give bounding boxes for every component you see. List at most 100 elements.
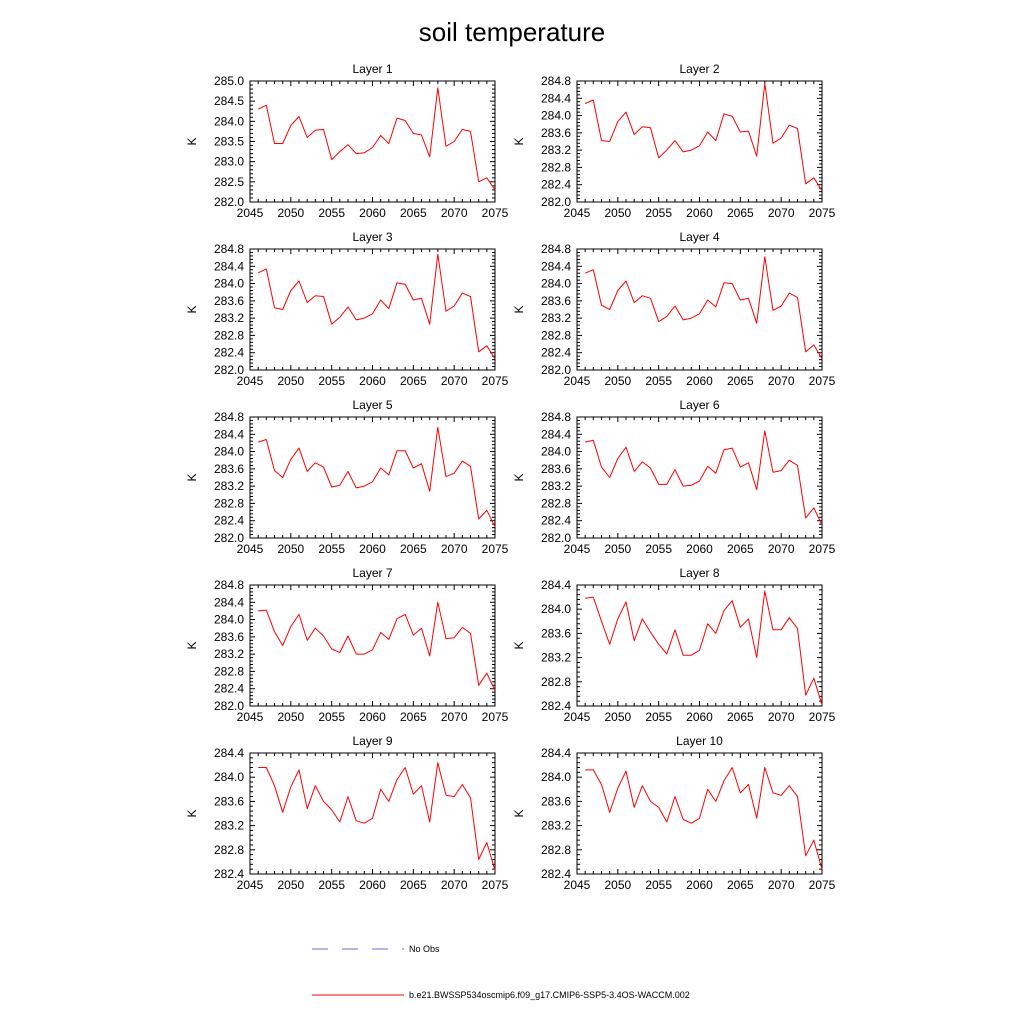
y-tick-label: 284.0 xyxy=(214,770,244,784)
x-tick-label: 2070 xyxy=(441,710,468,724)
panel-layer-7: 2045 2050 2055 2060 2065 2070 2075 282.0 282.4 28… xyxy=(185,566,509,724)
x-tick-label: 2055 xyxy=(318,878,345,892)
x-tick-label: 2070 xyxy=(768,710,795,724)
x-tick-label: 2055 xyxy=(645,206,672,220)
y-tick-label: 282.0 xyxy=(541,195,571,209)
y-tick-label: 285.0 xyxy=(214,74,244,88)
x-tick-label: 2050 xyxy=(277,710,304,724)
x-tick-label: 2050 xyxy=(604,710,631,724)
y-tick-label: 282.4 xyxy=(214,682,244,696)
y-tick-label: 284.4 xyxy=(541,746,571,760)
y-tick-label: 282.8 xyxy=(541,843,571,857)
series-line xyxy=(257,253,496,360)
y-axis-label: K xyxy=(185,809,199,817)
x-tick-label: 2075 xyxy=(482,878,509,892)
y-tick-label: 284.4 xyxy=(214,259,244,273)
series-line xyxy=(585,83,823,192)
panel-title: Layer 6 xyxy=(679,398,719,412)
y-tick-label: 282.8 xyxy=(541,496,571,510)
x-tick-label: 2050 xyxy=(277,542,304,556)
y-tick-label: 283.6 xyxy=(214,462,244,476)
panel-title: Layer 3 xyxy=(352,230,392,244)
y-tick-label: 283.6 xyxy=(541,126,571,140)
legend: No Obs b.e21.BWSSP534oscmip6.f09_g17.CMI… xyxy=(312,944,690,1000)
x-tick-label: 2065 xyxy=(400,878,427,892)
x-tick-label: 2060 xyxy=(359,878,386,892)
x-tick-label: 2045 xyxy=(237,878,264,892)
x-tick-label: 2075 xyxy=(809,206,836,220)
x-tick-label: 2060 xyxy=(686,878,713,892)
y-tick-label: 284.4 xyxy=(214,595,244,609)
y-tick-label: 284.4 xyxy=(541,259,571,273)
y-tick-label: 282.4 xyxy=(541,346,571,360)
panel-layer-9: 2045 2050 2055 2060 2065 2070 2075 282.4 282.8 28… xyxy=(185,734,509,892)
x-tick-label: 2065 xyxy=(727,374,754,388)
y-tick-label: 283.2 xyxy=(214,311,244,325)
x-tick-label: 2045 xyxy=(564,542,591,556)
y-tick-label: 284.8 xyxy=(214,578,244,592)
x-tick-label: 2050 xyxy=(604,542,631,556)
series-line xyxy=(585,767,823,870)
y-tick-label: 284.4 xyxy=(541,91,571,105)
y-tick-label: 283.2 xyxy=(541,143,571,157)
x-tick-label: 2050 xyxy=(277,206,304,220)
y-tick-label: 283.2 xyxy=(541,479,571,493)
legend-model-label: b.e21.BWSSP534oscmip6.f09_g17.CMIP6-SSP5… xyxy=(409,990,690,1000)
panel-layer-3: 2045 2050 2055 2060 2065 2070 2075 282.0 282.4 28… xyxy=(185,230,509,388)
panel-title: Layer 5 xyxy=(352,398,392,412)
x-tick-label: 2045 xyxy=(564,878,591,892)
series-line xyxy=(585,430,823,526)
x-tick-label: 2075 xyxy=(809,710,836,724)
y-tick-label: 283.2 xyxy=(541,651,571,665)
panels-group: 2045 2050 2055 2060 2065 2070 2075 282.0 282.5 28… xyxy=(185,62,836,892)
y-tick-label: 284.0 xyxy=(214,277,244,291)
x-tick-label: 2050 xyxy=(604,374,631,388)
x-tick-label: 2075 xyxy=(482,374,509,388)
y-tick-label: 284.0 xyxy=(214,613,244,627)
y-tick-label: 283.2 xyxy=(214,647,244,661)
y-axis-label: K xyxy=(185,641,199,649)
y-tick-label: 284.8 xyxy=(214,410,244,424)
y-tick-label: 284.0 xyxy=(541,109,571,123)
y-axis-label: K xyxy=(512,809,526,817)
y-tick-label: 283.6 xyxy=(541,462,571,476)
x-tick-label: 2065 xyxy=(727,206,754,220)
y-axis-label: K xyxy=(512,137,526,145)
y-axis-label: K xyxy=(185,137,199,145)
x-tick-label: 2070 xyxy=(441,878,468,892)
series-line xyxy=(258,762,496,871)
series-line xyxy=(585,256,823,360)
x-tick-label: 2055 xyxy=(645,542,672,556)
y-tick-label: 283.2 xyxy=(541,311,571,325)
x-tick-label: 2055 xyxy=(318,206,345,220)
panel-title: Layer 8 xyxy=(679,566,719,580)
x-tick-label: 2070 xyxy=(768,542,795,556)
y-tick-label: 282.8 xyxy=(214,496,244,510)
x-tick-label: 2045 xyxy=(564,374,591,388)
y-tick-label: 284.8 xyxy=(541,410,571,424)
x-tick-label: 2065 xyxy=(727,878,754,892)
y-tick-label: 282.4 xyxy=(541,699,571,713)
x-tick-label: 2060 xyxy=(686,542,713,556)
y-tick-label: 284.4 xyxy=(541,578,571,592)
figure-title: soil temperature xyxy=(419,17,605,47)
y-tick-label: 284.0 xyxy=(214,445,244,459)
panel-title: Layer 9 xyxy=(352,734,392,748)
y-tick-label: 282.0 xyxy=(541,531,571,545)
y-axis-label: K xyxy=(512,305,526,313)
y-tick-label: 282.0 xyxy=(214,363,244,377)
y-tick-label: 282.4 xyxy=(214,867,244,881)
series-line xyxy=(258,426,496,528)
panel-title: Layer 7 xyxy=(352,566,392,580)
x-tick-label: 2065 xyxy=(400,710,427,724)
x-tick-label: 2065 xyxy=(400,374,427,388)
y-tick-label: 282.4 xyxy=(541,178,571,192)
x-tick-label: 2060 xyxy=(359,206,386,220)
x-tick-label: 2060 xyxy=(686,710,713,724)
y-tick-label: 282.8 xyxy=(541,675,571,689)
y-tick-label: 284.4 xyxy=(214,746,244,760)
panel-layer-10: 2045 2050 2055 2060 2065 2070 2075 282.4 282.8 28… xyxy=(512,734,836,892)
y-tick-label: 283.6 xyxy=(541,794,571,808)
